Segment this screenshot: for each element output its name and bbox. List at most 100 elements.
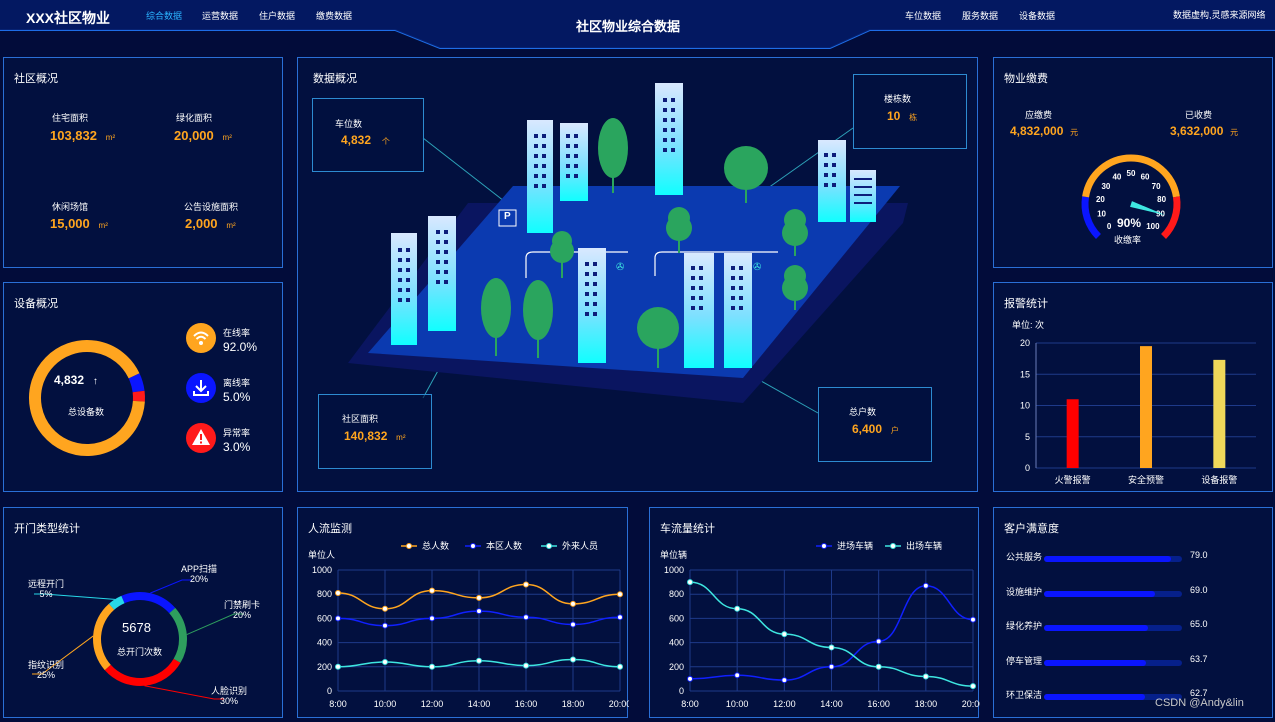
watermark: CSDN @Andy&lin <box>1155 697 1244 709</box>
y-tick-label: 5 <box>1025 432 1030 442</box>
nav-item-equipment[interactable]: 设备数据 <box>1019 11 1056 21</box>
gauge-tick-label: 60 <box>1141 172 1150 181</box>
stat-value: 15,000 m² <box>50 216 108 231</box>
data-point <box>429 587 435 594</box>
satisfaction-value: 79.0 <box>1190 550 1208 560</box>
slice-percent-label: 20% <box>233 610 251 620</box>
y-tick-label: 20 <box>1020 338 1030 348</box>
offline-segment <box>128 373 145 393</box>
data-point <box>476 608 482 615</box>
fee-paid-value: 3,632,000 元 <box>1170 124 1239 138</box>
nav-item-overview[interactable]: 综合数据 <box>146 11 183 21</box>
y-tick-label: 15 <box>1020 369 1030 379</box>
flow-panel: 人流监测 单位人 0 200 400 600 800 1000 8:00 10:00 12:00… <box>297 507 629 718</box>
info-label: 车位数 <box>335 119 363 129</box>
satisfaction-row: 环卫保洁 62.7 <box>1006 688 1266 704</box>
satisfaction-track <box>1044 694 1182 700</box>
rate-online <box>186 323 216 356</box>
data-point <box>476 657 482 664</box>
info-households: 总户数 6,400 户 <box>818 387 932 462</box>
data-point <box>970 683 976 690</box>
stat-label: 休闲场馆 <box>52 202 89 212</box>
door-panel: 开门类型统计 APP扫描 20% 门禁刷卡 20% 人脸识别 30% 指纹识别 25% 远程开门… <box>3 507 283 718</box>
legend-marker <box>470 543 476 549</box>
donut-leader-line <box>186 613 244 636</box>
satisfaction-label: 停车管理 <box>1006 655 1043 666</box>
header-bar: XXX社区物业 综合数据 运营数据 住户数据 缴费数据 车位数据 服务数据 设备… <box>0 0 1275 52</box>
satisfaction-row: 绿化养护 65.0 <box>1006 619 1266 635</box>
data-point <box>382 658 388 665</box>
satisfaction-label: 公共服务 <box>1006 552 1043 562</box>
devices-panel: 设备概况 4,832 ↑ 总设备数 在线率 92.0% 离线率 5.0% 异常率… <box>3 282 283 492</box>
info-value: 140,832 m² <box>344 429 406 443</box>
donut-leader-line <box>150 579 192 594</box>
data-point <box>570 600 576 607</box>
legend-marker <box>890 543 896 549</box>
nav-item-residents[interactable]: 住户数据 <box>259 11 296 21</box>
app-logo: XXX社区物业 <box>26 10 111 26</box>
x-tick-label: 8:00 <box>329 699 347 709</box>
satisfaction-value: 65.0 <box>1190 619 1208 629</box>
city-illustration: ✇ ✇ <box>348 83 908 414</box>
y-tick-label: 200 <box>669 662 684 672</box>
data-point <box>617 591 623 598</box>
warning-icon <box>186 423 216 453</box>
data-point <box>429 663 435 670</box>
stat-label: 绿化面积 <box>176 113 213 123</box>
header-frame <box>0 0 1275 49</box>
rate-value: 3.0% <box>223 440 251 454</box>
x-tick-label: 10:00 <box>374 699 397 709</box>
panel-title: 物业缴费 <box>1004 73 1048 85</box>
rate-value: 5.0% <box>223 390 251 404</box>
x-tick-label: 18:00 <box>915 699 938 709</box>
community-panel: 社区概况 住宅面积 103,832 m² 绿化面积 20,000 m² 休闲场馆… <box>3 57 283 268</box>
fee-due-label: 应缴费 <box>1025 110 1053 120</box>
y-tick-label: 400 <box>317 638 332 648</box>
x-tick-label: 8:00 <box>681 699 699 709</box>
gauge-tick-label: 50 <box>1127 169 1136 178</box>
donut-slice <box>104 658 181 686</box>
data-point <box>523 581 529 588</box>
fees-panel: 物业缴费 应缴费 4,832,000 元 已收费 3,632,000 元 0 10… <box>993 57 1273 268</box>
x-tick-label: 12:00 <box>421 699 444 709</box>
data-point <box>734 605 741 612</box>
data-point <box>970 616 976 623</box>
door-total: 5678 <box>122 620 151 635</box>
y-tick-label: 200 <box>317 662 332 672</box>
rate-value: 92.0% <box>223 340 258 354</box>
satisfaction-label: 环卫保洁 <box>1006 690 1043 700</box>
bar <box>1140 346 1152 468</box>
y-tick-label: 1000 <box>664 565 684 575</box>
slice-percent-label: 20% <box>190 574 208 584</box>
panel-title: 报警统计 <box>1004 298 1048 310</box>
x-tick-label: 18:00 <box>562 699 585 709</box>
overview-panel: 数据概况 ✇ ✇ <box>297 57 978 492</box>
slice-name-label: 远程开门 <box>28 578 64 589</box>
gauge-tick-label: 10 <box>1097 210 1106 219</box>
device-total-label: 总设备数 <box>68 407 105 417</box>
data-point <box>570 656 576 663</box>
legend-label: 进场车辆 <box>837 540 873 551</box>
panel-title: 设备概况 <box>14 298 58 310</box>
data-point <box>570 621 576 628</box>
legend-marker <box>406 543 412 549</box>
stat-label: 住宅面积 <box>52 113 89 123</box>
x-tick-label: 16:00 <box>515 699 538 709</box>
y-tick-label: 0 <box>679 686 684 696</box>
x-tick-label: 20:00 <box>962 699 980 709</box>
online-segment <box>29 340 145 456</box>
x-tick-label: 火警报警 <box>1055 474 1091 485</box>
nav-item-services[interactable]: 服务数据 <box>962 11 999 21</box>
gauge-tick-label: 0 <box>1107 222 1112 231</box>
nav-item-parking[interactable]: 车位数据 <box>905 11 942 21</box>
slice-percent-label: 25% <box>37 670 55 680</box>
bar <box>1066 399 1079 468</box>
nav-item-operations[interactable]: 运营数据 <box>202 11 239 21</box>
nav-item-payments[interactable]: 缴费数据 <box>316 11 353 21</box>
wifi-icon <box>186 323 216 353</box>
data-point <box>828 644 835 651</box>
data-point <box>687 675 693 682</box>
header-note: 数据虚构,灵感来源网络 <box>1173 10 1266 20</box>
x-tick-label: 安全预警 <box>1128 474 1164 485</box>
data-point <box>617 663 623 670</box>
